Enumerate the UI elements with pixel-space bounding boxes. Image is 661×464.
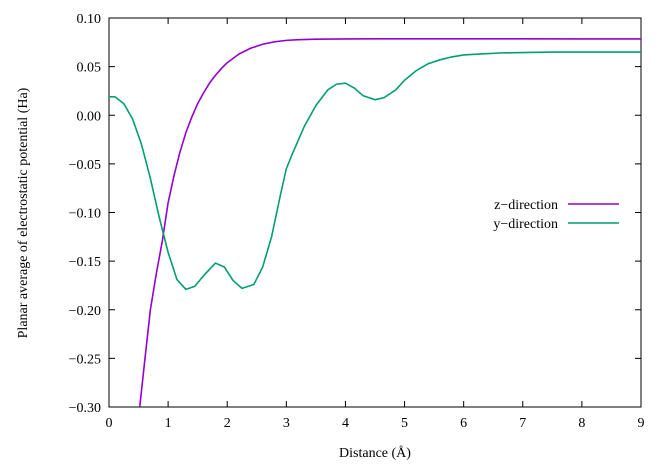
x-axis-label: Distance (Å): [339, 445, 411, 461]
y-tick-label: 0.05: [77, 61, 102, 76]
legend-label: z−direction: [494, 198, 558, 213]
x-tick-label: 7: [519, 416, 526, 431]
y-tick-label: −0.15: [69, 255, 101, 270]
legend-label: y−direction: [493, 217, 558, 232]
x-tick-label: 2: [224, 416, 231, 431]
y-tick-label: 0.10: [77, 12, 102, 27]
y-tick-label: −0.30: [69, 401, 101, 416]
y-tick-label: −0.05: [69, 158, 101, 173]
x-tick-label: 9: [638, 416, 645, 431]
y-tick-label: −0.10: [69, 207, 101, 222]
x-tick-label: 5: [401, 416, 408, 431]
y-tick-label: 0.00: [77, 109, 102, 124]
plot-frame: [108, 17, 642, 408]
x-tick-label: 1: [165, 416, 172, 431]
series-line-z-direction: [138, 38, 641, 407]
x-tick-label: 0: [106, 416, 113, 431]
x-tick-label: 4: [342, 416, 349, 431]
y-tick-label: −0.25: [69, 352, 101, 367]
plot-area: 0 1 2 3 4 5 6 7 8 9 −0.30 −0.25 −0.20 −0.15 −0.10 −0.05…: [69, 12, 645, 431]
y-axis-label: Planar average of electrostatic potentia…: [16, 87, 31, 338]
series-line-y-direction: [109, 51, 641, 291]
x-tick-label: 3: [283, 416, 290, 431]
series-group: [109, 38, 641, 407]
x-tick-label: 6: [460, 416, 467, 431]
y-tick-label: −0.20: [69, 304, 101, 319]
x-tick-label: 8: [578, 416, 585, 431]
